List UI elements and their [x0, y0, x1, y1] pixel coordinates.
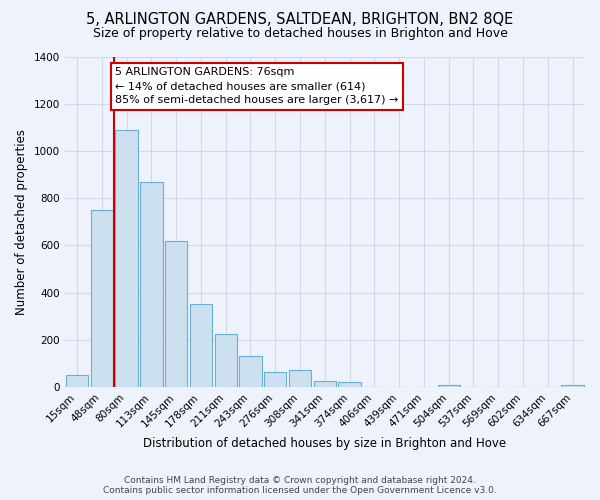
Bar	[91, 210, 113, 387]
Bar	[140, 182, 163, 387]
Text: Contains HM Land Registry data © Crown copyright and database right 2024.
Contai: Contains HM Land Registry data © Crown c…	[103, 476, 497, 495]
Bar	[314, 381, 336, 387]
Bar	[437, 384, 460, 387]
Bar	[338, 382, 361, 387]
Bar	[215, 334, 237, 387]
Y-axis label: Number of detached properties: Number of detached properties	[15, 128, 28, 314]
Text: 5 ARLINGTON GARDENS: 76sqm
← 14% of detached houses are smaller (614)
85% of sem: 5 ARLINGTON GARDENS: 76sqm ← 14% of deta…	[115, 67, 399, 105]
X-axis label: Distribution of detached houses by size in Brighton and Hove: Distribution of detached houses by size …	[143, 437, 506, 450]
Bar	[165, 240, 187, 387]
Bar	[115, 130, 138, 387]
Bar	[239, 356, 262, 387]
Bar	[289, 370, 311, 387]
Text: 5, ARLINGTON GARDENS, SALTDEAN, BRIGHTON, BN2 8QE: 5, ARLINGTON GARDENS, SALTDEAN, BRIGHTON…	[86, 12, 514, 28]
Bar	[66, 375, 88, 387]
Bar	[264, 372, 286, 387]
Text: Size of property relative to detached houses in Brighton and Hove: Size of property relative to detached ho…	[92, 28, 508, 40]
Bar	[190, 304, 212, 387]
Bar	[562, 384, 584, 387]
